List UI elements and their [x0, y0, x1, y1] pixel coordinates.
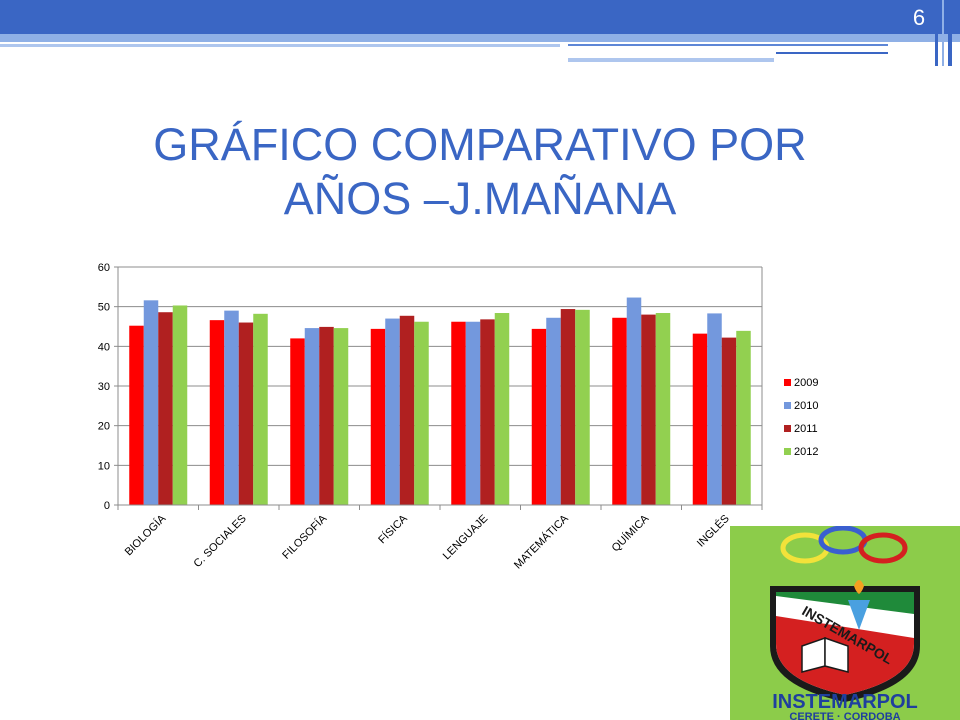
bar-2012: [172, 305, 188, 505]
bar-2011: [238, 322, 254, 505]
bar-2012: [655, 313, 671, 505]
header-vertical-line: [935, 0, 938, 66]
page-number: 6: [912, 5, 926, 30]
bar-2010: [304, 328, 320, 505]
bar-2009: [692, 333, 708, 505]
y-tick-label: 10: [98, 460, 110, 472]
chart-x-axis: BIOLOGÍA C. SOCIALES FILOSOFÍA FÍSICA LENGUA…: [117, 504, 763, 572]
slide-title-line-2: AÑOS –J.MAÑANA: [283, 173, 677, 224]
bar-2012: [253, 313, 268, 505]
bar-2009: [370, 328, 386, 505]
bar-2009: [531, 328, 547, 505]
bar-2012: [333, 328, 349, 505]
bar-2009: [451, 321, 466, 505]
y-tick-label: 40: [98, 341, 110, 353]
y-tick-label: 50: [98, 302, 110, 314]
header-vertical-line: [942, 0, 944, 66]
x-tick-label: C. SOCIALES: [192, 513, 249, 570]
legend-label-2011: 2011: [794, 423, 818, 435]
bar-2011: [480, 319, 495, 505]
logo-location: CERETE · CORDOBA: [789, 711, 900, 720]
bar-2011: [399, 315, 415, 505]
bar-2010: [707, 313, 722, 505]
bar-2009: [209, 320, 225, 505]
legend-swatch-2009: [784, 379, 791, 386]
header-vertical-line: [948, 0, 952, 66]
bar-2009: [129, 325, 144, 505]
bar-2012: [575, 309, 590, 505]
bar-2009: [290, 338, 305, 505]
y-tick-label: 60: [98, 262, 110, 274]
slide-title-line-1: GRÁFICO COMPARATIVO POR: [153, 119, 807, 170]
legend-label-2009: 2009: [794, 377, 818, 389]
olympic-rings-icon: [780, 526, 908, 564]
bar-2011: [158, 312, 173, 505]
legend-swatch-2010: [784, 402, 791, 409]
header-stripe: [568, 58, 774, 62]
bar-2010: [546, 317, 561, 505]
chart-legend: 2009 2010 2011 2012: [784, 377, 818, 458]
logo-name: INSTEMARPOL: [772, 691, 918, 713]
x-tick-label: LENGUAJE: [441, 513, 491, 563]
bar-2011: [641, 314, 656, 505]
x-tick-label: INGLÉS: [694, 512, 732, 550]
y-tick-label: 20: [98, 421, 110, 433]
legend-swatch-2011: [784, 425, 791, 432]
bar-2010: [224, 310, 239, 505]
bar-2010: [626, 297, 642, 505]
header-stripe: [0, 44, 560, 47]
bar-2012: [736, 330, 751, 505]
bar-2012: [414, 321, 429, 505]
chart-bars: [129, 297, 751, 505]
school-logo: INSTEMARPOL INSTEMARPOL CERETE · CORDOBA: [730, 526, 960, 720]
bar-2009: [612, 317, 627, 505]
legend-label-2012: 2012: [794, 446, 818, 458]
bar-chart: 0 10 20 30 40 50 60 BIOLOGÍA C. SOCIALES FILOSOF…: [98, 262, 819, 572]
x-tick-label: BIOLOGÍA: [122, 511, 169, 558]
shield-emblem-icon: [770, 580, 920, 702]
x-tick-label: FILOSOFÍA: [280, 511, 330, 561]
bar-2011: [319, 326, 334, 505]
y-tick-label: 30: [98, 381, 110, 393]
bar-2010: [385, 318, 400, 505]
slide-title: GRÁFICO COMPARATIVO POR AÑOS –J.MAÑANA: [60, 118, 900, 226]
legend-swatch-2012: [784, 448, 791, 455]
header-band-light: [0, 34, 960, 42]
bar-2011: [721, 337, 737, 505]
bar-2011: [560, 309, 576, 505]
header-stripe: [776, 52, 888, 54]
bar-2010: [465, 321, 481, 505]
header-band: [0, 0, 960, 34]
x-tick-label: QUÍMICA: [609, 511, 652, 554]
x-tick-label: FÍSICA: [376, 511, 411, 546]
bar-2012: [494, 313, 510, 505]
y-tick-label: 0: [104, 500, 110, 512]
header-stripe: [568, 44, 888, 46]
bar-2010: [143, 300, 159, 505]
legend-label-2010: 2010: [794, 400, 818, 412]
chart-y-axis: 0 10 20 30 40 50 60: [98, 262, 763, 512]
x-tick-label: MATEMÁTICA: [511, 511, 571, 571]
